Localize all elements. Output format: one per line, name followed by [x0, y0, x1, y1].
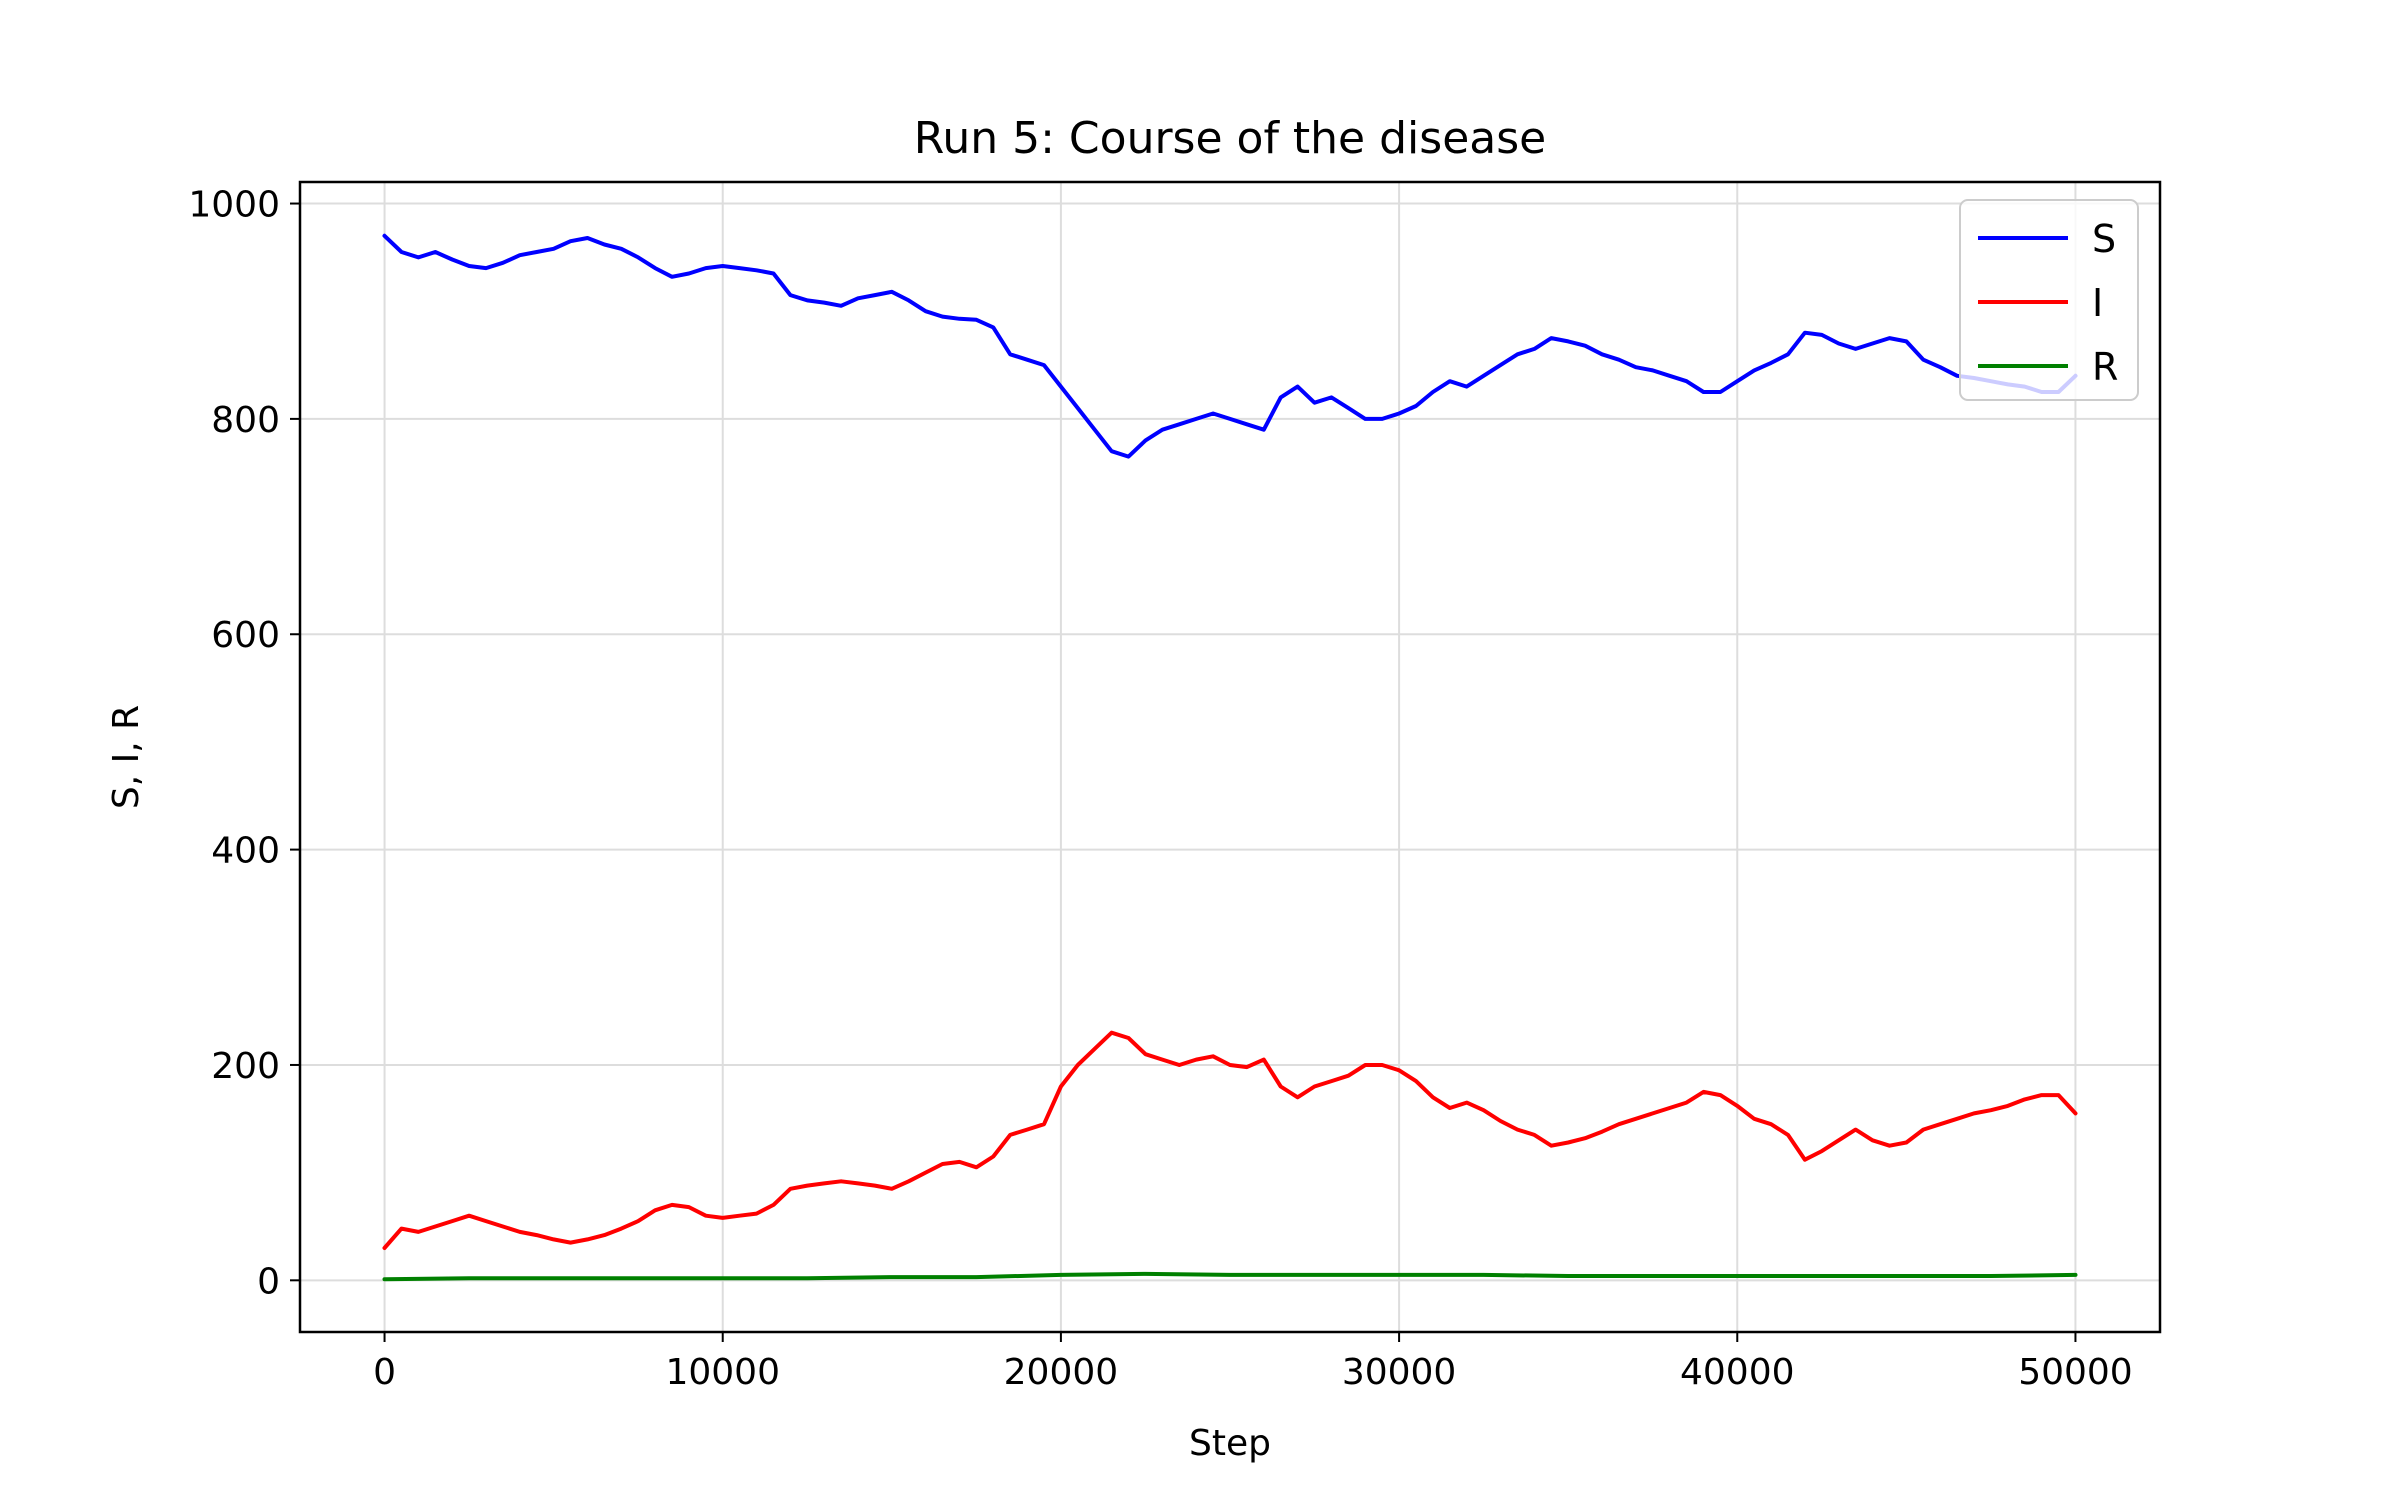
series-line-R: [382, 1271, 2078, 1282]
x-tick-label: 0: [373, 1352, 396, 1393]
x-tick-label: 50000: [2018, 1352, 2133, 1393]
chart-title: Run 5: Course of the disease: [914, 113, 1546, 164]
y-tick-label: 400: [211, 831, 280, 872]
legend-label-R: R: [2092, 345, 2118, 389]
y-tick-label: 200: [211, 1046, 280, 1087]
x-axis-label: Step: [1189, 1423, 1271, 1464]
series-line-I: [382, 1030, 2078, 1250]
y-axis-label: S, I, R: [106, 705, 147, 809]
plot-frame: [298, 180, 2162, 1334]
legend-label-S: S: [2092, 217, 2116, 261]
series-line-S: [382, 233, 2078, 459]
legend-label-I: I: [2092, 281, 2103, 325]
legend: SIR: [1959, 199, 2139, 401]
x-tick-label: 40000: [1680, 1352, 1795, 1393]
y-tick-label: 0: [257, 1261, 280, 1302]
legend-items: SIR: [1978, 217, 2118, 389]
x-tick-label: 30000: [1342, 1352, 1457, 1393]
y-tick-label: 800: [211, 400, 280, 441]
axis-ticks: 0 10000 20000 30000 40000 50000 0 200 400 600 800 1…: [188, 185, 2132, 1393]
x-tick-label: 10000: [665, 1352, 780, 1393]
x-tick-label: 20000: [1004, 1352, 1119, 1393]
y-tick-label: 600: [211, 615, 280, 656]
series-lines: [382, 233, 2078, 1282]
y-tick-label: 1000: [188, 185, 280, 226]
